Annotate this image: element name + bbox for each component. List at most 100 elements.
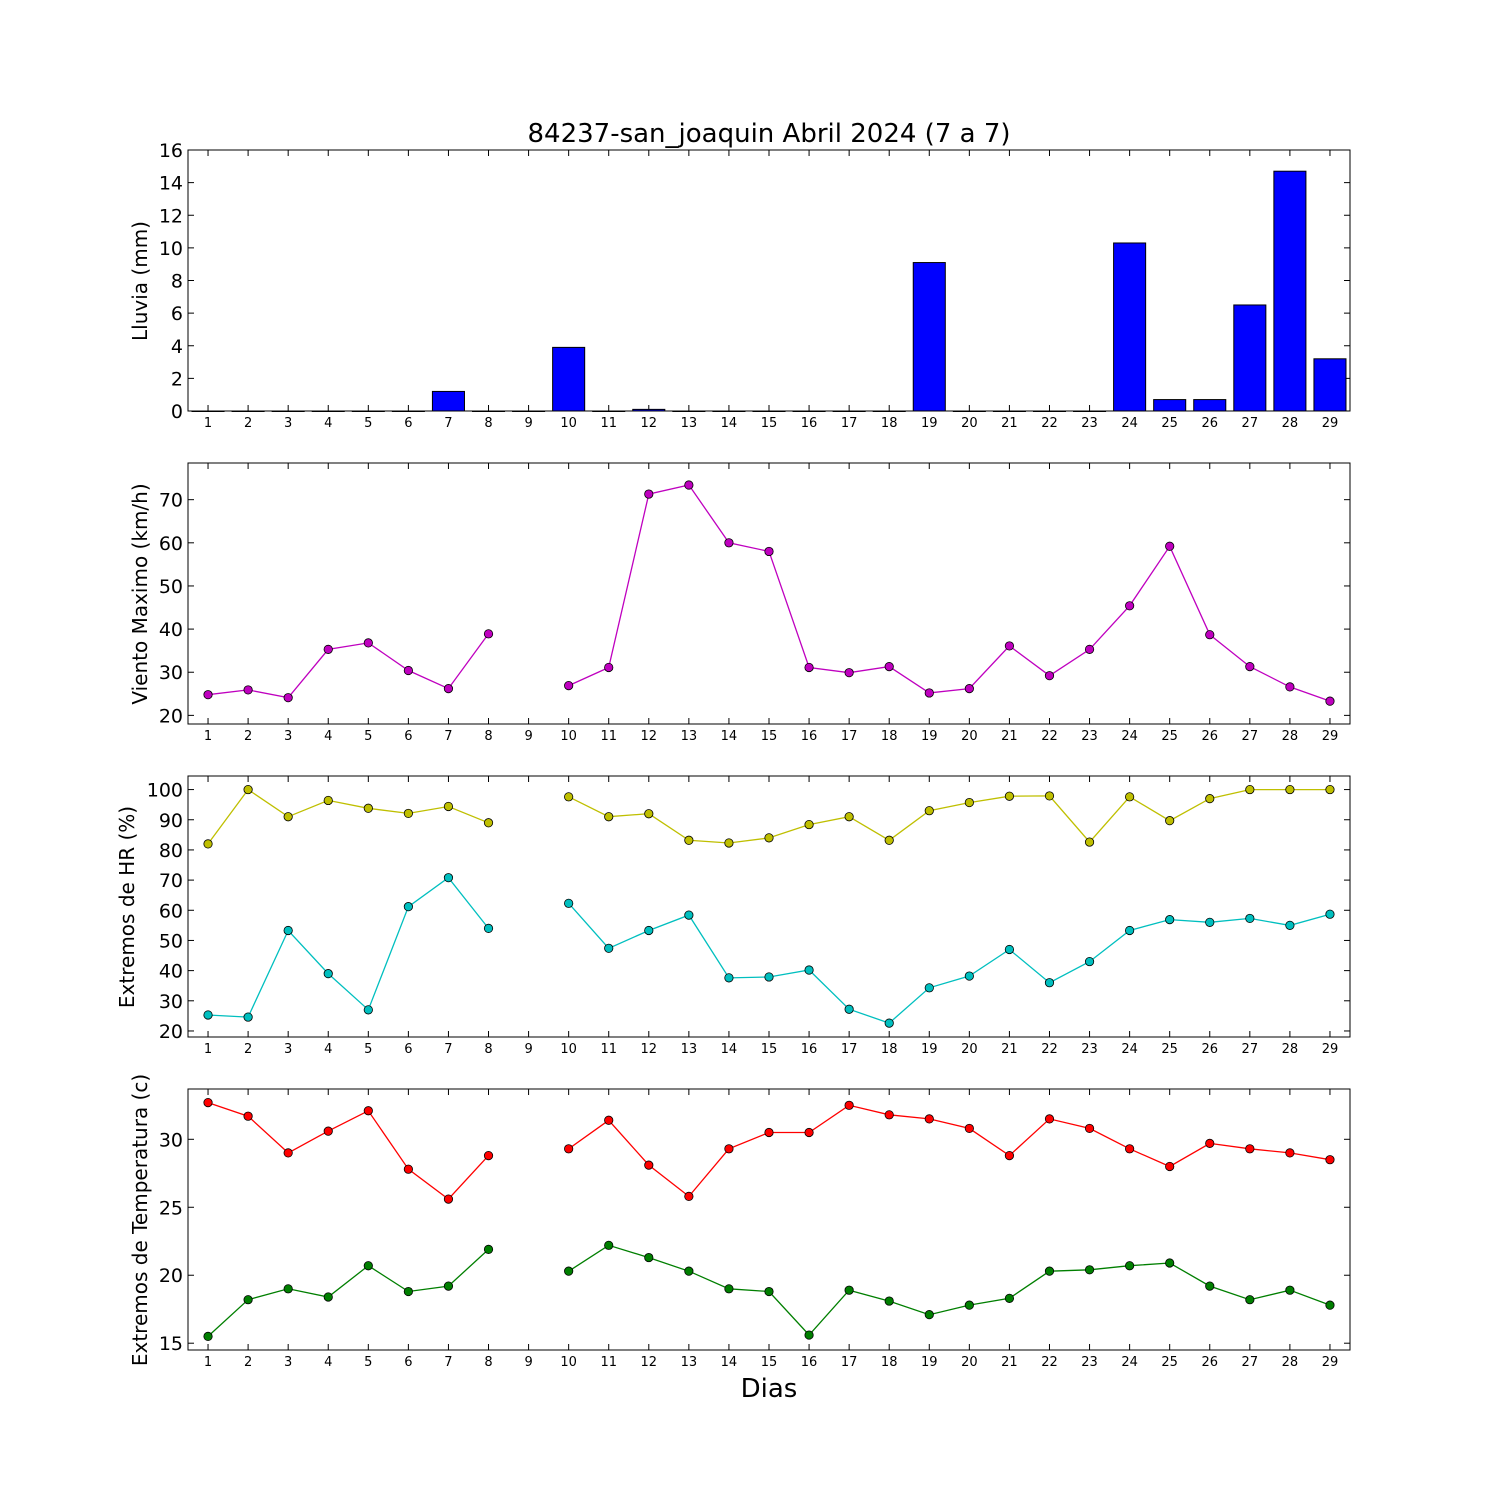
- wind-xtick-label: 1: [204, 729, 212, 744]
- humidity-series-1-point: [1044, 791, 1055, 801]
- wind-xtick-label: 27: [1242, 729, 1259, 744]
- temperature-xtick-label: 29: [1322, 1355, 1339, 1370]
- wind-series-1-point: [1245, 662, 1255, 672]
- humidity-series-2-point: [844, 1004, 854, 1014]
- rain-xtick-label: 21: [1001, 416, 1018, 431]
- xlabel: Dias: [741, 1374, 798, 1404]
- temperature-series-1-line: [207, 1101, 1331, 1200]
- rain-xtick-label: 12: [641, 416, 658, 431]
- rain-xtick-label: 8: [484, 416, 492, 431]
- humidity-ytick-label: 80: [159, 840, 183, 862]
- rain-bar: [471, 410, 506, 412]
- rain-xtick-label: 7: [444, 416, 452, 431]
- temperature-series-1-point: [1125, 1144, 1135, 1154]
- wind-xtick-label: 12: [641, 729, 658, 744]
- wind-xtick-label: 2: [244, 729, 252, 744]
- temperature-xtick-label: 1: [204, 1355, 212, 1370]
- wind-series-1-point: [363, 638, 373, 648]
- wind-xtick-label: 4: [324, 729, 332, 744]
- rain-xtick-label: 18: [881, 416, 898, 431]
- humidity-xtick-label: 17: [841, 1042, 858, 1057]
- rain-ytick-label: 12: [159, 205, 183, 227]
- temperature-series-2-point: [1245, 1295, 1255, 1305]
- temperature-xtick-label: 5: [364, 1355, 372, 1370]
- temperature-series-1-point: [1044, 1114, 1055, 1124]
- wind-ytick-label: 60: [159, 533, 183, 555]
- wind-series-1-point: [1084, 644, 1095, 654]
- temperature-series-2-point: [884, 1296, 894, 1306]
- temperature-xtick-label: 27: [1242, 1355, 1259, 1370]
- humidity-series-2-point: [483, 923, 494, 933]
- temperature-series-2-point: [924, 1310, 934, 1320]
- temperature-series-1-point: [724, 1144, 734, 1154]
- humidity-series-1-point: [604, 812, 614, 822]
- rain-bar: [1153, 399, 1187, 412]
- rain-xtick-label: 11: [600, 416, 617, 431]
- humidity-series-1-point: [844, 812, 854, 822]
- humidity-series-2-point: [1245, 913, 1255, 924]
- humidity-series-1-point: [1245, 784, 1255, 795]
- humidity-series-2-point: [243, 1012, 253, 1022]
- temperature-xtick-label: 24: [1121, 1355, 1138, 1370]
- humidity-series-2-point: [884, 1018, 894, 1028]
- wind-xtick-label: 11: [600, 729, 617, 744]
- rain-xtick-label: 2: [244, 416, 252, 431]
- rain-xtick-label: 16: [801, 416, 818, 431]
- rain-ytick-label: 0: [171, 401, 183, 423]
- humidity-xtick-label: 15: [761, 1042, 778, 1057]
- rain-bar: [191, 410, 225, 412]
- temperature-ytick-label: 20: [159, 1265, 183, 1287]
- rain-xtick-label: 22: [1041, 416, 1058, 431]
- temperature-series-1-point: [604, 1115, 614, 1125]
- rain-xtick-label: 20: [961, 416, 978, 431]
- temperature-series-2-point: [1084, 1265, 1095, 1275]
- rain-ytick-label: 8: [171, 271, 183, 293]
- temperature-xtick-label: 28: [1282, 1355, 1299, 1370]
- wind-series-1-point: [1004, 641, 1015, 651]
- humidity-xtick-label: 8: [484, 1042, 492, 1057]
- rain-bar: [632, 408, 666, 412]
- rain-axes-frame: [187, 149, 1351, 412]
- rain-ytick-label: 14: [159, 173, 183, 195]
- humidity-series-1-point: [1205, 794, 1215, 804]
- rain-bar: [1233, 304, 1267, 412]
- wind-series-1-point: [804, 662, 814, 673]
- rain-ytick-label: 16: [159, 140, 183, 162]
- rain-bar: [431, 390, 465, 412]
- humidity-xtick-label: 3: [284, 1042, 292, 1057]
- wind-xtick-label: 23: [1081, 729, 1098, 744]
- rain-bar: [592, 410, 626, 412]
- temperature-series-2-point: [564, 1266, 574, 1276]
- temperature-series-1-point: [1245, 1144, 1255, 1154]
- humidity-ytick-label: 60: [159, 900, 183, 922]
- humidity-series-1-point: [1325, 784, 1335, 795]
- rain-ytick-label: 10: [159, 238, 183, 260]
- wind-ytick-label: 50: [159, 576, 183, 598]
- humidity-series-2-point: [403, 902, 413, 912]
- humidity-series-2-point: [1325, 909, 1335, 919]
- rain-bar: [672, 410, 706, 412]
- wind-series-1-point: [1205, 630, 1215, 640]
- humidity-series-1-point: [363, 803, 373, 813]
- humidity-series-2-point: [203, 1010, 213, 1020]
- temperature-series-2-point: [644, 1252, 654, 1263]
- wind-xtick-label: 20: [961, 729, 978, 744]
- temperature-xtick-label: 26: [1201, 1355, 1218, 1370]
- wind-xtick-label: 9: [524, 729, 532, 744]
- rain-bar: [792, 410, 826, 412]
- temperature-xtick-label: 14: [721, 1355, 738, 1370]
- humidity-xtick-label: 28: [1282, 1042, 1299, 1057]
- rain-xtick-label: 3: [284, 416, 292, 431]
- humidity-series-2-point: [1004, 944, 1015, 955]
- temperature-series-1-point: [804, 1127, 814, 1138]
- humidity-series-2-point: [1165, 915, 1175, 925]
- humidity-series-2-point: [1125, 925, 1135, 936]
- humidity-series-1-point: [1125, 792, 1135, 802]
- wind-series-1-point: [1165, 541, 1175, 551]
- temperature-xtick-label: 6: [404, 1355, 412, 1370]
- rain-bar: [992, 410, 1026, 412]
- temperature-xtick-label: 13: [681, 1355, 698, 1370]
- rain-xtick-label: 14: [721, 416, 738, 431]
- rain-xtick-label: 4: [324, 416, 332, 431]
- rain-bar: [1193, 399, 1227, 412]
